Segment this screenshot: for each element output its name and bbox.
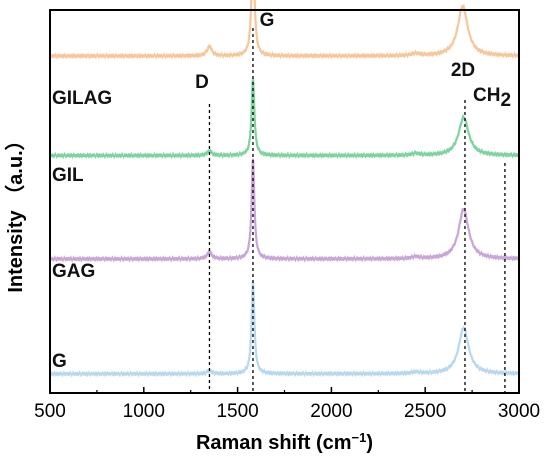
- peak-label-2d: 2D: [451, 60, 475, 81]
- series-label-g: G: [52, 351, 67, 372]
- series-label-gil: GIL: [52, 165, 84, 186]
- x-tick-label-2000: 2000: [310, 401, 352, 422]
- spectrum-g: [50, 282, 519, 375]
- spectrum-gil: [50, 79, 519, 157]
- spectrum-gilag: [50, 0, 519, 57]
- y-axis-label: Intensity （a.u.）: [4, 130, 27, 292]
- x-tick-label-2500: 2500: [404, 401, 446, 422]
- x-tick-label-500: 500: [34, 401, 66, 422]
- x-tick-label-3000: 3000: [498, 401, 540, 422]
- peak-label-g: G: [260, 10, 275, 31]
- peak-label-d: D: [195, 72, 209, 93]
- plot-frame: [50, 10, 519, 393]
- x-axis-label: Raman shift (cm−1): [196, 430, 373, 454]
- series-label-gag: GAG: [52, 261, 95, 282]
- x-tick-label-1000: 1000: [123, 401, 165, 422]
- peak-label-ch: CH2: [473, 85, 511, 111]
- series-label-gilag: GILAG: [52, 88, 112, 109]
- x-tick-label-1500: 1500: [216, 401, 258, 422]
- spectrum-gag: [50, 159, 519, 260]
